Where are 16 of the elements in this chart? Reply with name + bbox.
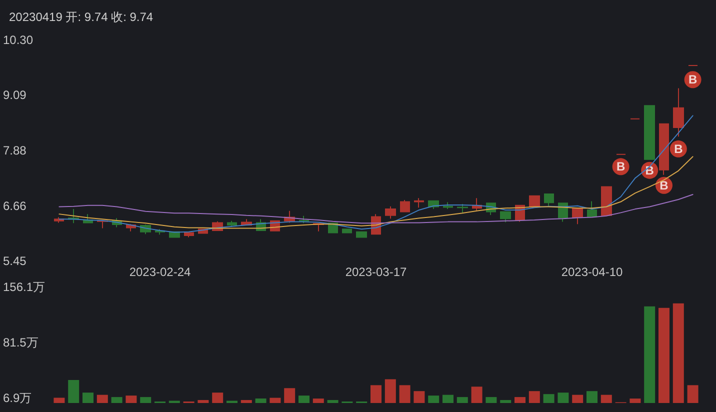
data-label: B bbox=[660, 178, 669, 192]
y-tick-label: 9.09 bbox=[3, 88, 27, 102]
x-tick-label: 2023-03-17 bbox=[345, 265, 408, 279]
y-tick-label: 156.1万 bbox=[3, 280, 46, 294]
data-label: B bbox=[674, 142, 684, 156]
y-tick-label: 81.5万 bbox=[3, 335, 38, 350]
y-tick-label: 6.66 bbox=[3, 198, 27, 213]
data-label: B bbox=[616, 160, 626, 174]
chart-title: 20230419 开: 9.74 收: 9.74 bbox=[9, 10, 154, 24]
y-tick-label: 5.45 bbox=[3, 254, 27, 268]
y-tick-label: 7.88 bbox=[3, 143, 27, 158]
y-tick-label: 6.9万 bbox=[3, 390, 32, 405]
x-tick-label: 2023-02-24 bbox=[129, 265, 192, 279]
x-tick-label: 2023-04-10 bbox=[561, 265, 624, 279]
y-tick-label: 10.30 bbox=[3, 33, 34, 47]
data-label: B bbox=[688, 72, 698, 87]
